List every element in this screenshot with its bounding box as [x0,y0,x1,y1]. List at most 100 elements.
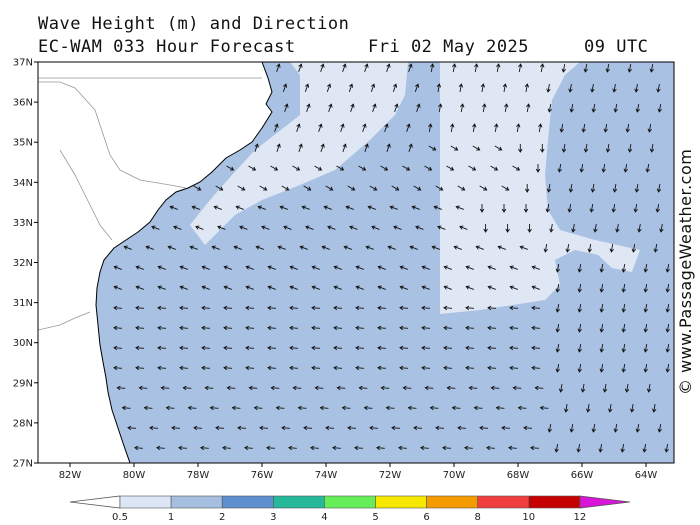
wave-arrow [411,205,420,210]
colorbar-segment [375,495,427,509]
colorbar-segment [528,495,581,509]
lon-label: 70W [443,470,466,481]
wave-arrow [253,405,263,411]
wave-arrow [509,305,519,311]
wave-arrow [377,285,386,290]
wave-arrow [257,205,266,210]
wave-arrow [657,104,662,113]
wave-arrow [394,103,399,112]
wave-arrow [342,63,347,72]
latitude-axis: 37N 36N 35N 34N 33N 32N 31N 30N 29N 28N 27N [13,58,38,470]
wave-arrow [665,324,670,333]
wave-arrow [275,405,285,411]
wave-arrow [284,103,289,112]
lat-label: 37N [13,58,33,69]
wave-arrow [276,63,281,72]
wave-arrow [261,225,270,230]
wave-arrow [362,123,367,132]
wave-arrow [634,84,639,93]
wave-arrow [442,445,451,451]
wave-arrow [135,325,145,331]
wave-arrow [391,425,401,431]
wave-arrow [333,325,343,331]
wave-arrow [348,83,354,92]
wave-arrow [453,245,462,250]
wave-arrow [245,265,254,270]
wave-arrow [371,225,380,230]
wave-arrow [223,305,233,311]
wave-arrow [424,165,433,171]
wave-arrow [599,284,604,293]
wave-arrow [289,285,298,290]
wave-arrow [355,365,365,371]
wave-arrow [157,365,167,371]
wave-arrow [274,123,279,132]
wave-arrow [292,385,302,391]
wave-arrow [149,425,159,431]
wave-arrow [643,324,648,333]
wave-arrow [535,164,541,173]
wave-arrow [237,425,247,431]
wave-arrow [289,265,298,270]
wave-arrow [611,204,616,213]
wave-arrow [222,445,231,451]
wave-arrow [135,305,145,311]
wave-arrow [443,285,452,290]
wave-arrow [464,445,473,451]
wave-arrow [504,103,509,112]
lon-label: 72W [379,470,402,481]
wave-arrow [531,365,541,371]
wave-arrow [599,304,604,313]
wave-arrow [643,304,648,313]
wave-arrow [665,284,670,293]
wave-arrow [333,345,343,351]
wave-arrow [443,305,453,311]
wave-arrow [519,245,528,250]
wave-arrow [311,325,321,331]
lon-label: 66W [571,470,594,481]
forecast-time: 09 UTC [584,37,649,57]
wave-arrow [443,325,453,331]
wave-arrow [589,204,594,213]
wave-arrow [254,143,259,152]
wave-arrow [555,364,560,373]
wave-arrow [665,304,670,313]
lon-label: 68W [507,470,530,481]
wave-arrow [472,145,481,151]
wave-arrow [587,244,592,253]
wave-arrow [581,124,586,133]
wave-arrow [602,384,608,393]
wave-arrow [512,385,522,391]
wave-arrow [621,364,626,373]
wave-arrow [333,285,342,290]
wave-arrow [621,264,626,273]
wave-arrow [487,265,496,270]
wave-arrow [518,63,523,72]
wave-arrow [292,165,301,171]
wave-arrow [310,445,319,451]
wave-arrow [531,345,541,351]
wave-arrow [473,405,483,411]
wave-arrow [298,63,303,72]
wave-arrow [555,344,560,353]
wave-arrow [135,345,145,351]
wave-arrow [655,204,660,213]
wave-arrow [509,265,518,270]
wave-arrow [437,225,446,230]
wave-arrow [289,325,299,331]
wave-arrow [593,224,598,233]
wave-arrow [326,83,332,92]
lon-label: 74W [315,470,338,481]
wave-arrow [656,184,662,193]
wave-arrow [435,425,445,431]
wave-arrow [298,143,303,152]
wave-arrow [451,405,461,411]
wave-arrow [545,204,550,213]
wave-arrow [223,285,232,290]
wave-arrow [421,365,431,371]
colorbar-label: 5 [372,512,378,523]
wave-arrow [342,143,347,152]
wave-arrow [465,325,475,331]
wave-arrow [377,265,386,270]
